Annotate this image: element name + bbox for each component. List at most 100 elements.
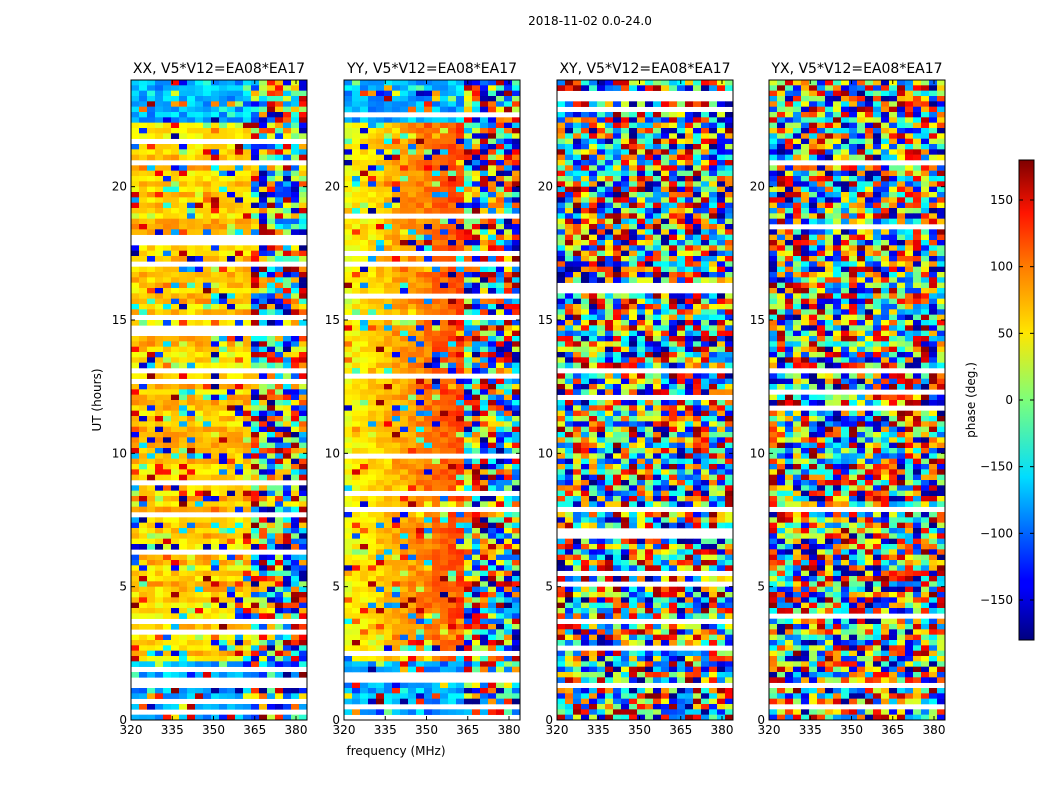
- heatmap-cell: [155, 122, 164, 129]
- heatmap-cell: [400, 698, 409, 705]
- heatmap-cell: [147, 656, 156, 662]
- heatmap-cell: [235, 528, 244, 534]
- heatmap-cell: [187, 608, 196, 614]
- heatmap-cell: [400, 309, 409, 315]
- heatmap-cell: [195, 576, 204, 582]
- heatmap-cell: [243, 352, 252, 358]
- heatmap-cell: [227, 266, 236, 273]
- heatmap-cell: [416, 368, 425, 374]
- heatmap-cell: [456, 517, 465, 523]
- heatmap-cell: [368, 272, 377, 278]
- heatmap-cell: [352, 400, 361, 406]
- heatmap-cell: [352, 709, 361, 715]
- heatmap-cell: [573, 117, 582, 123]
- heatmap-cell: [235, 469, 244, 475]
- heatmap-cell: [464, 240, 473, 246]
- heatmap-cell: [187, 650, 196, 657]
- heatmap-cell: [416, 549, 425, 555]
- heatmap-cell: [155, 437, 164, 443]
- heatmap-cell: [496, 266, 505, 273]
- heatmap-cell: [480, 282, 489, 289]
- heatmap-cell: [219, 597, 228, 603]
- heatmap-cell: [677, 181, 686, 187]
- heatmap-cell: [496, 405, 505, 411]
- heatmap-cell: [512, 496, 521, 502]
- heatmap-cell: [416, 288, 425, 294]
- heatmap-cell: [139, 320, 148, 326]
- heatmap-cell: [344, 661, 353, 667]
- heatmap-cell: [179, 101, 188, 107]
- heatmap-cell: [139, 192, 148, 198]
- plot-frame: [343, 79, 521, 721]
- heatmap-cell: [400, 549, 409, 555]
- heatmap-cell: [344, 496, 353, 502]
- heatmap-cell: [557, 160, 566, 166]
- heatmap-cell: [496, 240, 505, 246]
- heatmap-cell: [179, 165, 188, 171]
- heatmap-cell: [661, 133, 670, 139]
- heatmap-cell: [227, 704, 236, 710]
- heatmap-cell: [384, 352, 393, 358]
- heatmap-cell: [243, 245, 252, 251]
- heatmap-cell: [424, 640, 433, 646]
- heatmap-cell: [368, 138, 377, 145]
- heatmap-cell: [139, 218, 148, 225]
- heatmap-cell: [440, 304, 449, 310]
- heatmap-cell: [496, 170, 505, 177]
- heatmap-cell: [251, 672, 260, 678]
- heatmap-cell: [448, 320, 457, 326]
- heatmap-cell: [131, 565, 140, 571]
- heatmap-cell: [605, 80, 614, 86]
- heatmap-cell: [376, 197, 385, 203]
- heatmap-cell: [512, 544, 521, 550]
- heatmap-cell: [243, 517, 252, 523]
- heatmap-cell: [488, 256, 497, 262]
- heatmap-cell: [179, 672, 188, 678]
- heatmap-cell: [456, 640, 465, 646]
- heatmap-cell: [235, 208, 244, 214]
- heatmap-cell: [456, 432, 465, 438]
- heatmap-cell: [480, 389, 489, 395]
- heatmap-cell: [251, 506, 260, 513]
- heatmap-cell: [424, 117, 433, 123]
- heatmap-cell: [187, 352, 196, 358]
- heatmap-cell: [432, 618, 441, 625]
- heatmap-cell: [251, 602, 260, 609]
- heatmap-cell: [235, 624, 244, 630]
- heatmap-cell: [187, 293, 196, 299]
- heatmap-cell: [384, 709, 393, 715]
- heatmap-cell: [512, 405, 521, 411]
- heatmap-cell: [661, 138, 670, 145]
- heatmap-cell: [408, 469, 417, 475]
- heatmap-cell: [251, 688, 260, 694]
- heatmap-cell: [448, 544, 457, 550]
- heatmap-cell: [163, 458, 172, 465]
- heatmap-cell: [408, 554, 417, 561]
- heatmap-cell: [219, 101, 228, 107]
- heatmap-cell: [512, 640, 521, 646]
- heatmap-cell: [139, 688, 148, 694]
- heatmap-cell: [275, 122, 284, 129]
- heatmap-cell: [211, 490, 220, 497]
- heatmap-cell: [155, 581, 164, 587]
- heatmap-cell: [299, 117, 308, 123]
- heatmap-cell: [368, 592, 377, 598]
- heatmap-cell: [488, 128, 497, 134]
- heatmap-cell: [653, 101, 662, 107]
- heatmap-cell: [259, 320, 268, 326]
- heatmap-cell: [440, 288, 449, 294]
- heatmap-cell: [456, 416, 465, 422]
- heatmap-cell: [352, 501, 361, 507]
- heatmap-cell: [187, 277, 196, 283]
- heatmap-cell: [251, 592, 260, 598]
- heatmap-cell: [251, 432, 260, 438]
- heatmap-cell: [480, 208, 489, 214]
- heatmap-cell: [480, 432, 489, 438]
- heatmap-cell: [512, 304, 521, 310]
- heatmap-cell: [163, 320, 172, 326]
- heatmap-cell: [155, 485, 164, 491]
- heatmap-cell: [504, 581, 513, 587]
- heatmap-cell: [291, 320, 300, 326]
- heatmap-cell: [283, 704, 292, 710]
- heatmap-cell: [496, 448, 505, 454]
